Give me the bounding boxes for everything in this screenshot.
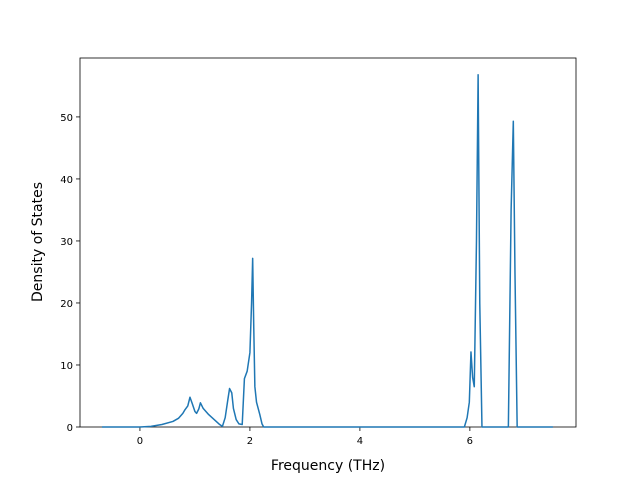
- x-tick-label: 0: [137, 436, 143, 447]
- y-axis-label: Density of States: [30, 182, 46, 302]
- series-line: [101, 73, 553, 428]
- y-tick-label: 10: [60, 361, 73, 372]
- y-tick-label: 0: [67, 423, 73, 434]
- x-tick-label: 4: [357, 436, 363, 447]
- y-tick-label: 20: [60, 299, 73, 310]
- x-axis-label: Frequency (THz): [271, 458, 385, 474]
- plot-frame: [79, 57, 577, 428]
- y-tick-label: 50: [60, 113, 73, 124]
- x-tick-label: 2: [247, 436, 253, 447]
- y-tick-label: 40: [60, 175, 73, 186]
- y-tick-label: 30: [60, 237, 73, 248]
- x-tick-label: 6: [467, 436, 473, 447]
